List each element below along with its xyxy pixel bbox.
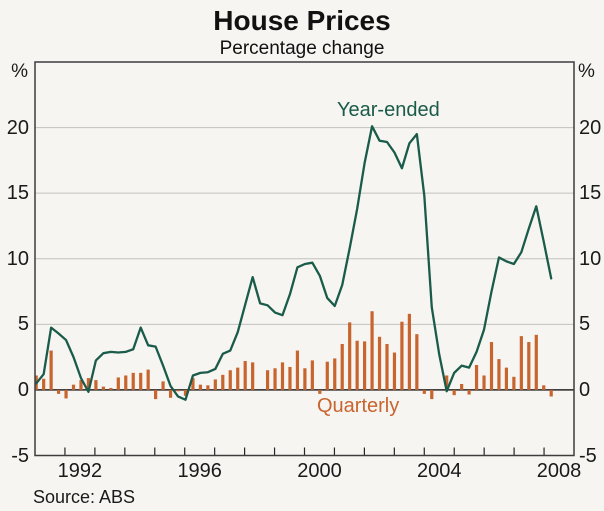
quarterly-bar bbox=[340, 344, 344, 390]
quarterly-bar bbox=[377, 336, 382, 390]
quarterly-bar bbox=[348, 322, 352, 390]
quarterly-bar bbox=[42, 378, 46, 390]
plot-frame bbox=[34, 61, 575, 457]
y-axis-label: 20 bbox=[6, 116, 29, 139]
quarterly-bar bbox=[295, 350, 300, 390]
quarterly-bar bbox=[542, 385, 546, 390]
y-axis-label: -5 bbox=[11, 444, 29, 467]
quarterly-bar bbox=[363, 341, 367, 390]
y-axis-unit-left: % bbox=[11, 61, 28, 82]
quarterly-bar bbox=[251, 362, 255, 390]
quarterly-bar bbox=[101, 386, 105, 390]
quarterly-bar bbox=[71, 384, 76, 390]
quarterly-bar bbox=[385, 344, 389, 390]
quarterly-bar bbox=[303, 368, 307, 390]
quarterly-bar bbox=[206, 385, 210, 390]
source-note: Source: ABS bbox=[33, 487, 136, 507]
y-axis-label: 0 bbox=[17, 378, 29, 401]
quarterly-bar bbox=[176, 389, 180, 392]
y-axis-unit-right: % bbox=[578, 61, 595, 82]
quarterly-bar bbox=[430, 389, 434, 400]
quarterly-bar bbox=[146, 369, 150, 390]
quarterly-bar bbox=[213, 379, 217, 390]
quarterly-bar bbox=[318, 389, 322, 394]
quarterly-bar bbox=[497, 359, 501, 390]
quarterly-bar bbox=[407, 313, 411, 390]
quarterly-bar bbox=[221, 374, 225, 390]
x-axis-label: 1992 bbox=[57, 460, 103, 482]
quarterly-bar bbox=[228, 370, 232, 390]
quarterly-bar bbox=[310, 360, 314, 390]
quarterly-bar bbox=[280, 362, 285, 390]
y-axis-label: 10 bbox=[6, 247, 29, 270]
series-label-quarterly: Quarterly bbox=[317, 395, 400, 417]
quarterly-bar bbox=[467, 389, 471, 395]
quarterly-bar bbox=[460, 384, 464, 390]
x-axis-label: 2008 bbox=[536, 460, 582, 482]
quarterly-bar bbox=[355, 340, 359, 390]
quarterly-bar bbox=[236, 367, 240, 390]
y-axis-label: 10 bbox=[579, 247, 602, 270]
quarterly-bar bbox=[183, 389, 188, 396]
quarterly-bar bbox=[527, 342, 531, 390]
quarterly-bar bbox=[519, 336, 523, 390]
y-axis-label: -5 bbox=[579, 444, 597, 467]
quarterly-bar bbox=[116, 377, 120, 390]
quarterly-bar bbox=[49, 350, 53, 390]
quarterly-bar bbox=[415, 334, 419, 390]
y-axis-label: 15 bbox=[579, 182, 602, 205]
quarterly-bar bbox=[191, 378, 195, 390]
quarterly-bar bbox=[124, 375, 128, 390]
quarterly-bar bbox=[452, 389, 456, 396]
quarterly-bar bbox=[370, 311, 374, 390]
quarterly-bar bbox=[154, 389, 158, 400]
quarterly-bar bbox=[482, 375, 486, 390]
quarterly-bar bbox=[512, 376, 516, 390]
quarterly-bar bbox=[288, 366, 292, 390]
y-axis-label: 20 bbox=[579, 116, 602, 139]
quarterly-bar bbox=[161, 381, 165, 390]
quarterly-bar bbox=[131, 372, 135, 390]
chart-subtitle: Percentage change bbox=[219, 38, 385, 59]
quarterly-bar bbox=[422, 389, 426, 394]
quarterly-bar bbox=[325, 361, 329, 390]
x-axis-label: 2004 bbox=[417, 460, 462, 482]
quarterly-bar bbox=[400, 321, 404, 390]
quarterly-bar bbox=[168, 389, 173, 398]
quarterly-bar bbox=[139, 372, 143, 390]
quarterly-bar bbox=[94, 380, 98, 390]
quarterly-bar bbox=[534, 334, 538, 390]
year-ended-line bbox=[35, 125, 553, 401]
y-axis-label: 15 bbox=[6, 182, 29, 205]
quarterly-bar bbox=[64, 389, 68, 399]
y-axis-label: 5 bbox=[17, 313, 29, 336]
y-axis-label: 0 bbox=[579, 378, 591, 401]
quarterly-bar bbox=[273, 368, 277, 390]
quarterly-bar bbox=[549, 389, 553, 397]
quarterly-bar bbox=[109, 387, 113, 390]
quarterly-bar bbox=[56, 389, 61, 394]
chart-title: House Prices bbox=[213, 5, 391, 36]
quarterly-bar bbox=[243, 361, 247, 390]
quarterly-bar bbox=[86, 378, 91, 390]
quarterly-bar bbox=[489, 342, 494, 390]
quarterly-bar bbox=[445, 375, 449, 390]
x-axis-label: 1996 bbox=[177, 460, 222, 482]
quarterly-bar bbox=[474, 364, 479, 390]
quarterly-bar bbox=[79, 380, 83, 390]
quarterly-bar bbox=[265, 370, 270, 390]
y-axis-label: 5 bbox=[579, 313, 591, 336]
quarterly-bar bbox=[333, 358, 337, 390]
quarterly-bar bbox=[504, 367, 509, 390]
quarterly-bar bbox=[392, 352, 397, 390]
series-label-year-ended: Year-ended bbox=[337, 99, 440, 121]
x-axis-label: 2000 bbox=[297, 460, 342, 482]
quarterly-bar bbox=[198, 384, 203, 390]
